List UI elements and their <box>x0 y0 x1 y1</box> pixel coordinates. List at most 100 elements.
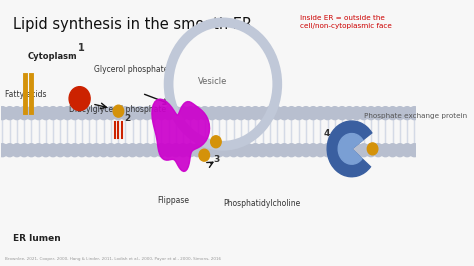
Circle shape <box>322 144 333 157</box>
Circle shape <box>156 144 167 157</box>
Circle shape <box>401 107 413 120</box>
Circle shape <box>286 107 297 120</box>
Circle shape <box>91 144 102 157</box>
Circle shape <box>26 144 37 157</box>
Circle shape <box>192 107 203 120</box>
Circle shape <box>344 144 355 157</box>
Circle shape <box>271 107 283 120</box>
Circle shape <box>83 107 95 120</box>
Circle shape <box>380 144 391 157</box>
Circle shape <box>279 107 290 120</box>
Text: Vesicle: Vesicle <box>198 77 227 86</box>
Circle shape <box>264 144 275 157</box>
Text: Cytoplasm: Cytoplasm <box>27 52 77 61</box>
Circle shape <box>11 144 23 157</box>
Circle shape <box>351 107 362 120</box>
Circle shape <box>119 107 131 120</box>
Text: Brownlee, 2021, Cooper, 2000, Hang & Linder, 2011, Lodish et al., 2000, Payor et: Brownlee, 2021, Cooper, 2000, Hang & Lin… <box>5 256 221 260</box>
Circle shape <box>358 107 369 120</box>
Circle shape <box>337 107 348 120</box>
Circle shape <box>322 107 333 120</box>
Circle shape <box>365 107 377 120</box>
Circle shape <box>33 107 44 120</box>
Circle shape <box>308 144 319 157</box>
Circle shape <box>26 107 37 120</box>
Circle shape <box>271 144 283 157</box>
Circle shape <box>113 105 124 117</box>
Circle shape <box>286 144 297 157</box>
Circle shape <box>119 144 131 157</box>
Circle shape <box>148 107 160 120</box>
Text: Phosphatidylcholine: Phosphatidylcholine <box>223 199 300 208</box>
Circle shape <box>98 144 109 157</box>
Circle shape <box>300 107 311 120</box>
Circle shape <box>206 144 218 157</box>
Circle shape <box>141 144 153 157</box>
Text: Glycerol phosphate: Glycerol phosphate <box>94 65 169 74</box>
Circle shape <box>344 107 355 120</box>
Circle shape <box>228 144 239 157</box>
Circle shape <box>367 143 378 155</box>
Wedge shape <box>338 134 363 164</box>
Circle shape <box>47 144 59 157</box>
Circle shape <box>351 144 362 157</box>
Circle shape <box>315 144 326 157</box>
Text: 3: 3 <box>214 155 220 164</box>
Circle shape <box>250 144 261 157</box>
Circle shape <box>228 107 239 120</box>
Circle shape <box>242 107 254 120</box>
Text: Fatty acids: Fatty acids <box>5 90 46 99</box>
Circle shape <box>300 144 311 157</box>
Text: Diacylglycerol phosphate: Diacylglycerol phosphate <box>69 105 166 114</box>
Circle shape <box>409 107 420 120</box>
Circle shape <box>401 144 413 157</box>
Circle shape <box>91 107 102 120</box>
Circle shape <box>257 144 268 157</box>
Circle shape <box>40 107 52 120</box>
Circle shape <box>18 144 30 157</box>
Circle shape <box>293 107 304 120</box>
Circle shape <box>134 107 146 120</box>
Circle shape <box>69 87 90 111</box>
Circle shape <box>214 144 225 157</box>
Circle shape <box>185 107 196 120</box>
Circle shape <box>293 144 304 157</box>
Circle shape <box>105 144 117 157</box>
Circle shape <box>62 144 73 157</box>
Circle shape <box>11 107 23 120</box>
Circle shape <box>279 144 290 157</box>
Text: 4: 4 <box>324 128 330 138</box>
Circle shape <box>170 144 182 157</box>
Circle shape <box>199 149 210 161</box>
Circle shape <box>221 144 232 157</box>
Circle shape <box>47 107 59 120</box>
Circle shape <box>177 107 189 120</box>
Circle shape <box>394 107 406 120</box>
Circle shape <box>4 107 15 120</box>
Circle shape <box>4 144 15 157</box>
Circle shape <box>199 144 210 157</box>
Circle shape <box>141 107 153 120</box>
Circle shape <box>199 107 210 120</box>
Circle shape <box>98 107 109 120</box>
Circle shape <box>33 144 44 157</box>
Circle shape <box>214 107 225 120</box>
Circle shape <box>329 107 340 120</box>
Circle shape <box>134 144 146 157</box>
Circle shape <box>62 107 73 120</box>
Text: Inside ER = outside the
cell/non-cytoplasmic face: Inside ER = outside the cell/non-cytopla… <box>300 15 392 29</box>
Circle shape <box>257 107 268 120</box>
Text: ER lumen: ER lumen <box>13 234 61 243</box>
Text: Flippase: Flippase <box>157 196 189 205</box>
Circle shape <box>69 107 81 120</box>
Text: Phosphate exchange protein: Phosphate exchange protein <box>364 113 467 119</box>
Circle shape <box>373 144 384 157</box>
Circle shape <box>40 144 52 157</box>
Circle shape <box>156 107 167 120</box>
Circle shape <box>235 107 246 120</box>
Text: Lipid synthesis in the smooth ER: Lipid synthesis in the smooth ER <box>13 16 252 32</box>
Circle shape <box>264 107 275 120</box>
Wedge shape <box>327 121 372 177</box>
Circle shape <box>105 107 117 120</box>
Circle shape <box>192 144 203 157</box>
